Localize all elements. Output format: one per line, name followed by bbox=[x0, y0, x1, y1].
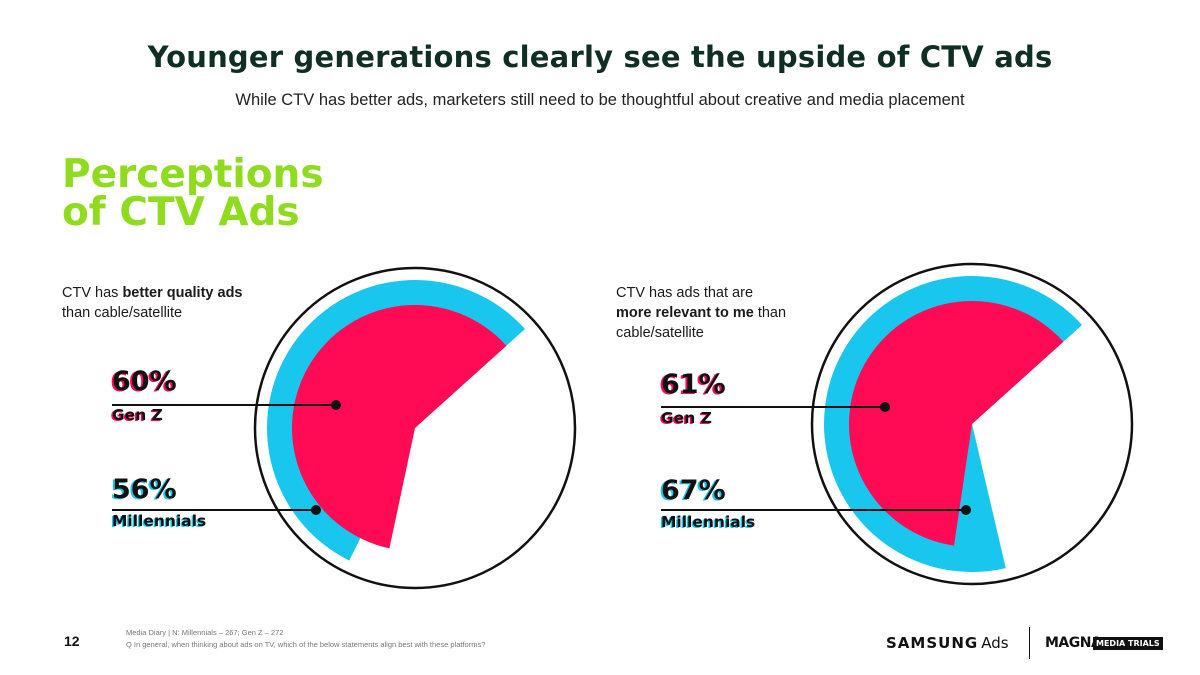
ads-wordmark: Ads bbox=[981, 634, 1009, 652]
chart1-genz-label: Gen Z bbox=[112, 406, 163, 424]
magna-logo: MAGNA bbox=[1045, 635, 1102, 651]
chart1-caption-pre: CTV has bbox=[62, 285, 123, 301]
chart2-millennials-dot bbox=[961, 505, 971, 515]
chart2-caption-post: than cable/satellite bbox=[616, 305, 787, 341]
samsung-ads-logo: SAMSUNG Ads bbox=[886, 634, 1009, 652]
chart2-genz-label: Gen Z bbox=[661, 409, 712, 427]
chart2-millennials-label: Millennials bbox=[661, 513, 756, 531]
chart1-caption: CTV has better quality ads than cable/sa… bbox=[62, 283, 247, 323]
chart2-genz-dot bbox=[880, 402, 890, 412]
chart1-millennials-value: 56% bbox=[112, 474, 177, 505]
section-title-line1: Perceptions bbox=[62, 152, 324, 197]
media-trials-logo: MEDIA TRIALS bbox=[1093, 637, 1163, 650]
page-number: 12 bbox=[64, 633, 80, 649]
chart1-millennials-dot bbox=[311, 505, 321, 515]
page-subtitle: While CTV has better ads, marketers stil… bbox=[235, 91, 965, 109]
chart1-millennials-label: Millennials bbox=[112, 512, 207, 530]
footer-question: Q In general, when thinking about ads on… bbox=[126, 640, 486, 649]
chart2-genz-value: 61% bbox=[661, 369, 726, 400]
footer-source: Media Diary | N: Millennials – 267; Gen … bbox=[126, 628, 284, 637]
chart2-caption: CTV has ads that are more relevant to me… bbox=[616, 283, 791, 343]
logo-divider bbox=[1029, 627, 1030, 659]
chart2-caption-pre: CTV has ads that are bbox=[616, 285, 754, 301]
chart2-caption-bold: more relevant to me bbox=[616, 305, 754, 321]
chart1-caption-bold: better quality ads bbox=[122, 285, 243, 301]
chart2-genz-slice bbox=[849, 300, 1064, 546]
page-title: Younger generations clearly see the upsi… bbox=[147, 40, 1053, 74]
chart1-genz-value: 60% bbox=[112, 366, 177, 397]
section-title: Perceptions of CTV Ads bbox=[62, 152, 324, 235]
chart1-genz-slice bbox=[291, 304, 507, 549]
chart1-genz-dot bbox=[331, 400, 341, 410]
chart1-caption-post: than cable/satellite bbox=[62, 305, 183, 321]
chart2-millennials-value: 67% bbox=[661, 475, 726, 506]
samsung-wordmark: SAMSUNG bbox=[886, 634, 979, 652]
section-title-line2: of CTV Ads bbox=[62, 190, 300, 235]
